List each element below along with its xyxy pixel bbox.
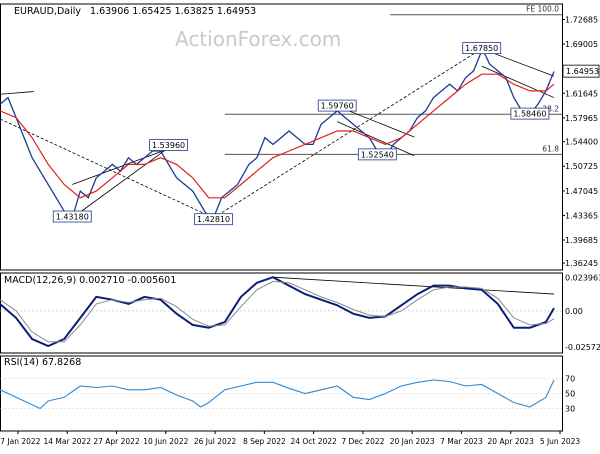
- x-tick-label: 20 Apr 2023: [488, 437, 535, 446]
- price-label-box: [317, 99, 357, 112]
- price-label-box: [149, 139, 189, 151]
- macd-title: MACD(12,26,9) 0.002710 -0.005601: [4, 275, 176, 286]
- price-tick-label: 1.47045: [565, 187, 598, 196]
- watermark: ActionForex.com: [175, 27, 341, 51]
- fib-level-label: 38.2: [542, 104, 559, 113]
- price-tick-label: 1.61645: [565, 89, 598, 98]
- rsi-line: [0, 379, 555, 410]
- macd-signal-line: [0, 280, 555, 343]
- last-price-label: 1.64953: [566, 67, 599, 76]
- macd-panel-frame: [0, 272, 563, 354]
- x-tick-label: 27 Jan 2022: [0, 437, 41, 446]
- x-tick-label: 14 Mar 2022: [43, 437, 91, 446]
- price-tick-label: 1.69005: [565, 40, 598, 49]
- x-tick-label: 20 Jan 2023: [390, 437, 435, 446]
- x-tick-label: 8 Sep 2022: [243, 437, 286, 446]
- fib-level-label: FE 100.0: [526, 5, 559, 14]
- price-label: 1.53960: [152, 141, 185, 150]
- macd-trend-line: [272, 276, 554, 295]
- sma-line: [0, 73, 555, 199]
- price-label: 1.58460: [513, 110, 546, 119]
- ohlc-readout: 1.63906 1.65425 1.63825 1.64953: [90, 6, 256, 17]
- last-price-box: [562, 64, 600, 78]
- price-label-box: [462, 42, 502, 55]
- x-tick-label: 7 Mar 2023: [440, 437, 483, 446]
- rsi-title: RSI(14) 67.8268: [4, 357, 81, 368]
- price-tick-label: 1.36245: [565, 259, 598, 268]
- macd-tick-label: -0.025726: [565, 343, 600, 352]
- x-tick-label: 7 Dec 2022: [341, 437, 384, 446]
- price-label-box: [357, 148, 397, 161]
- price-tick-label: 1.39685: [565, 236, 598, 245]
- trend-line: [72, 147, 169, 219]
- price-tick-label: 1.72685: [565, 15, 598, 24]
- price-label-box: [194, 213, 233, 226]
- macd-line: [0, 276, 555, 348]
- trend-line: [337, 121, 415, 157]
- x-tick-label: 27 Apr 2022: [93, 437, 140, 446]
- price-label: 1.43180: [56, 213, 89, 222]
- rsi-tick-label: 30: [565, 405, 575, 414]
- price-series-line: [0, 49, 555, 220]
- macd-tick-label: 0.023963: [565, 273, 600, 282]
- trend-line: [213, 48, 482, 219]
- x-tick-label: 26 Jul 2022: [194, 437, 237, 446]
- price-label-box: [510, 107, 550, 120]
- fib-level-label: 61.8: [542, 144, 559, 153]
- rsi-tick-label: 50: [565, 390, 575, 399]
- price-tick-label: 1.50725: [565, 162, 598, 171]
- price-label: 1.59760: [321, 102, 354, 111]
- trend-line: [72, 146, 174, 185]
- price-tick-label: 1.54400: [565, 138, 598, 147]
- price-label-box: [52, 210, 92, 223]
- rsi-tick-label: 70: [565, 375, 575, 384]
- chart-title: EURAUD,Daily: [14, 6, 81, 17]
- macd-tick-label: 0.00: [565, 307, 583, 316]
- price-label: 1.42810: [197, 215, 230, 224]
- price-tick-label: 1.43365: [565, 211, 598, 220]
- x-tick-label: 24 Oct 2022: [290, 437, 337, 446]
- trend-line: [0, 91, 34, 95]
- price-label: 1.52540: [361, 150, 394, 159]
- price-tick-label: 1.57965: [565, 114, 598, 123]
- price-label: 1.67850: [465, 44, 498, 53]
- trend-line: [481, 65, 555, 98]
- x-tick-label: 5 Jun 2023: [540, 437, 581, 446]
- price-panel-frame: [0, 3, 563, 271]
- x-tick-label: 10 Jun 2022: [143, 437, 188, 446]
